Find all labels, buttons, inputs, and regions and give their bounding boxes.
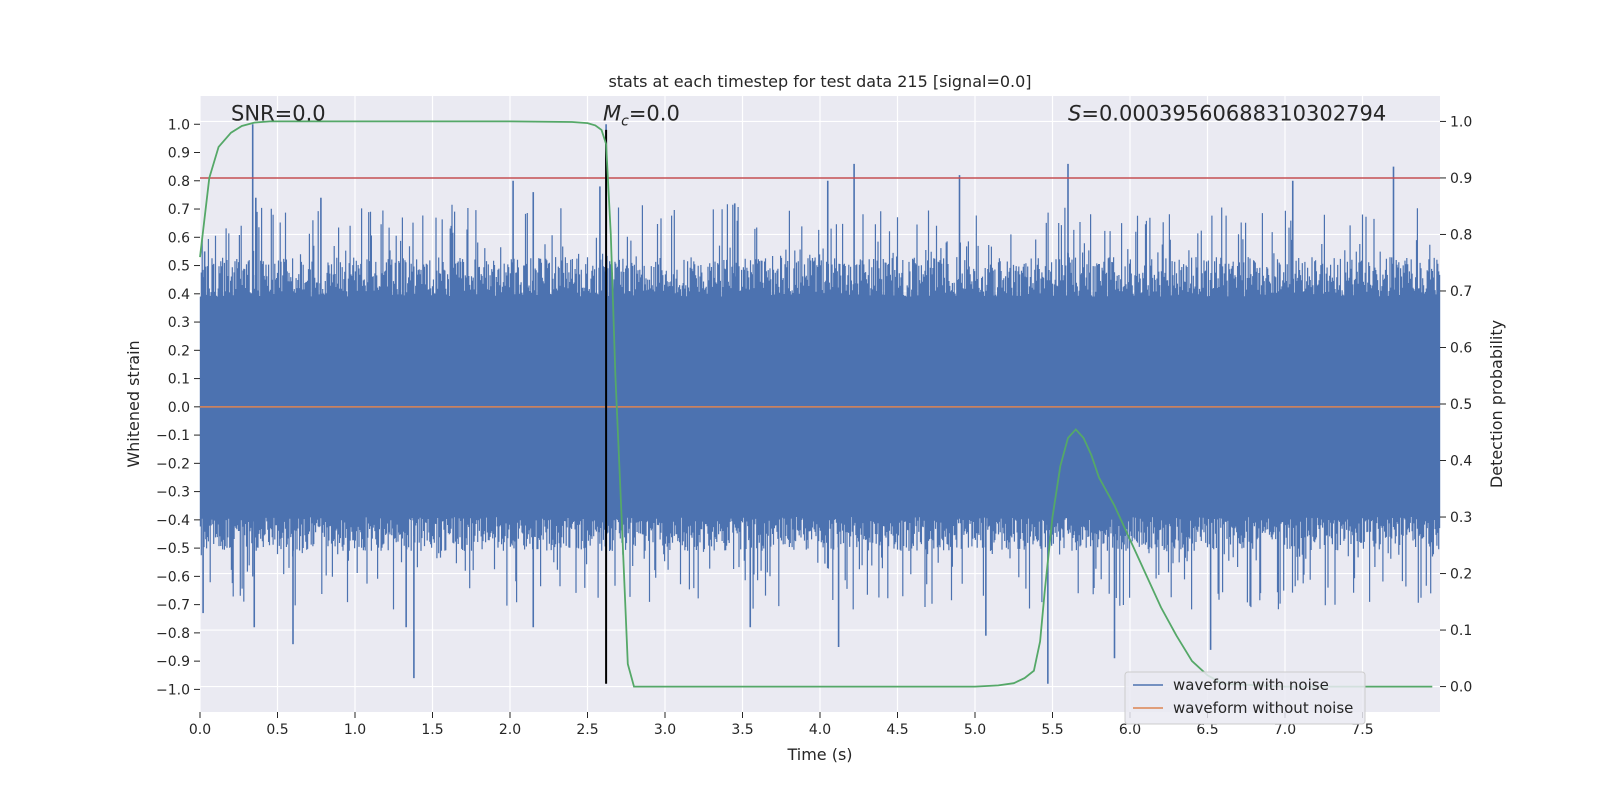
s-value: =0.00039560688310302794 (1081, 102, 1386, 126)
y2-tick-label: 0.1 (1450, 623, 1472, 639)
y-tick-label: 0.0 (168, 400, 190, 416)
legend: waveform with noise waveform without noi… (1124, 671, 1366, 725)
y-tick-label: 1.0 (168, 117, 190, 133)
y-tick-label: −1.0 (156, 682, 190, 698)
legend-label-noise: waveform with noise (1173, 676, 1329, 694)
mc-annotation: Mc=0.0 (603, 102, 680, 130)
x-tick-label: 7.0 (1274, 722, 1296, 738)
x-tick-label: 6.0 (1119, 722, 1141, 738)
noise-trace (199, 204, 1441, 610)
x-tick-label: 7.5 (1351, 722, 1373, 738)
y-tick-label: −0.4 (156, 513, 190, 529)
y-tick-label: 0.2 (168, 343, 190, 359)
chart-title: stats at each timestep for test data 215… (608, 72, 1031, 91)
x-tick-label: 1.0 (344, 722, 366, 738)
y-tick-label: 0.3 (168, 315, 190, 331)
y-tick-label: 0.7 (168, 202, 190, 218)
x-tick-label: 5.0 (964, 722, 986, 738)
y2-tick-label: 0.2 (1450, 567, 1472, 583)
x-tick-label: 0.5 (266, 722, 288, 738)
y-tick-label: 0.5 (168, 259, 190, 275)
y-tick-label: −0.3 (156, 485, 190, 501)
y-tick-label: −0.1 (156, 428, 190, 444)
mc-symbol: M (603, 102, 621, 126)
y2-tick-label: 1.0 (1450, 114, 1472, 130)
y2-tick-label: 0.5 (1450, 397, 1472, 413)
y-tick-label: −0.7 (156, 598, 190, 614)
y-axis-right: 1.0 0.9 0.8 0.7 0.6 0.5 0.4 0.3 0.2 0.1 0.0 (1440, 114, 1472, 696)
x-tick-label: 1.5 (421, 722, 443, 738)
legend-label-clean: waveform without noise (1173, 699, 1353, 717)
y-tick-label: 0.1 (168, 372, 190, 388)
s-annotation: S=0.00039560688310302794 (1068, 102, 1386, 126)
y-tick-label: 0.6 (168, 230, 190, 246)
x-tick-label: 4.0 (809, 722, 831, 738)
y-axis-label: Whitened strain (124, 340, 143, 467)
x-tick-label: 2.0 (499, 722, 521, 738)
y-tick-label: 0.4 (168, 287, 190, 303)
y2-tick-label: 0.4 (1450, 454, 1472, 470)
x-tick-label: 3.0 (654, 722, 676, 738)
y2-axis-label: Detection probability (1487, 320, 1506, 488)
y2-tick-label: 0.9 (1450, 171, 1472, 187)
y2-tick-label: 0.7 (1450, 284, 1472, 300)
x-axis-label: Time (s) (786, 745, 852, 764)
y-tick-label: −0.9 (156, 654, 190, 670)
y-tick-label: −0.2 (156, 456, 190, 472)
mc-value: =0.0 (629, 102, 680, 126)
s-symbol: S (1068, 102, 1081, 126)
x-tick-label: 4.5 (886, 722, 908, 738)
y2-tick-label: 0.8 (1450, 227, 1472, 243)
y-tick-label: −0.8 (156, 626, 190, 642)
snr-annotation: SNR=0.0 (231, 102, 326, 126)
y-axis-left: 1.0 0.9 0.8 0.7 0.6 0.5 0.4 0.3 0.2 0.1 0.0 −0.1 −0.… (156, 117, 200, 698)
y2-tick-label: 0.3 (1450, 510, 1472, 526)
x-axis: 0.0 0.5 1.0 1.5 2.0 2.5 3.0 3.5 4.0 4.5 5.0 5.5 6.0 6… (189, 712, 1374, 738)
x-tick-label: 3.5 (731, 722, 753, 738)
x-tick-label: 0.0 (189, 722, 211, 738)
line-series (199, 120, 1440, 688)
x-tick-label: 2.5 (576, 722, 598, 738)
x-tick-label: 6.5 (1196, 722, 1218, 738)
y-tick-label: 0.8 (168, 174, 190, 190)
y2-tick-label: 0.6 (1450, 340, 1472, 356)
y-tick-label: 0.9 (168, 146, 190, 162)
x-tick-label: 5.5 (1041, 722, 1063, 738)
detection-probability-line (199, 120, 1433, 688)
y2-tick-label: 0.0 (1450, 680, 1472, 696)
legend-box (1124, 671, 1366, 725)
y-tick-label: −0.6 (156, 569, 190, 585)
mc-subscript: c (621, 114, 629, 130)
y-tick-label: −0.5 (156, 541, 190, 557)
